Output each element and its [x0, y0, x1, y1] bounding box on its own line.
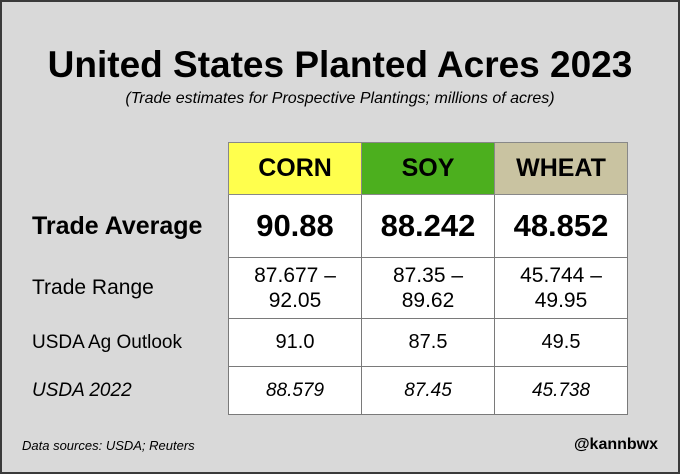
- value-cell-corn: 90.88: [228, 194, 362, 258]
- row-label: USDA Ag Outlook: [32, 331, 182, 353]
- header-row: CORN SOY WHEAT: [22, 142, 628, 195]
- range-high: 49.95: [534, 289, 588, 312]
- value-cell-wheat: 45.738: [494, 366, 628, 415]
- header-blank-cell: [22, 143, 229, 195]
- value-cell-corn: 87.677 – 92.05: [228, 257, 362, 319]
- range-low: 87.677 –: [254, 264, 336, 287]
- page-title: United States Planted Acres 2023: [47, 44, 633, 85]
- value-cell-wheat: 49.5: [494, 318, 628, 367]
- value-cell-wheat: 45.744 – 49.95: [494, 257, 628, 319]
- value-cell-soy: 87.45: [361, 366, 495, 415]
- row-label: Trade Average: [32, 211, 203, 240]
- value-cell-wheat: 48.852: [494, 194, 628, 258]
- value-cell-corn: 91.0: [228, 318, 362, 367]
- range-low: 45.744 –: [520, 264, 602, 287]
- table-row-usda-ag-outlook: USDA Ag Outlook 91.0 87.5 49.5: [22, 318, 628, 367]
- row-label: Trade Range: [32, 276, 154, 299]
- page-subtitle: (Trade estimates for Prospective Plantin…: [125, 90, 555, 107]
- author-handle: @kannbwx: [573, 436, 658, 453]
- range-high: 89.62: [401, 289, 455, 312]
- value-cell-soy: 87.5: [361, 318, 495, 367]
- table-row-trade-range: Trade Range 87.677 – 92.05 87.35 – 89.62…: [22, 257, 628, 319]
- data-sources-note: Data sources: USDA; Reuters: [22, 438, 195, 453]
- value-cell-corn: 88.579: [228, 366, 362, 415]
- value-cell-soy: 87.35 – 89.62: [361, 257, 495, 319]
- table-row-trade-average: Trade Average 90.88 88.242 48.852: [22, 194, 628, 258]
- row-label: USDA 2022: [32, 379, 132, 401]
- column-header-wheat: WHEAT: [494, 142, 628, 195]
- range-low: 87.35 –: [392, 264, 464, 287]
- column-header-soy: SOY: [361, 142, 495, 195]
- range-high: 92.05: [268, 289, 322, 312]
- column-header-corn: CORN: [228, 142, 362, 195]
- table-row-usda-2022: USDA 2022 88.579 87.45 45.738: [22, 366, 628, 415]
- acres-table: CORN SOY WHEAT Trade Average 90.88 88.24…: [22, 142, 628, 415]
- value-cell-soy: 88.242: [361, 194, 495, 258]
